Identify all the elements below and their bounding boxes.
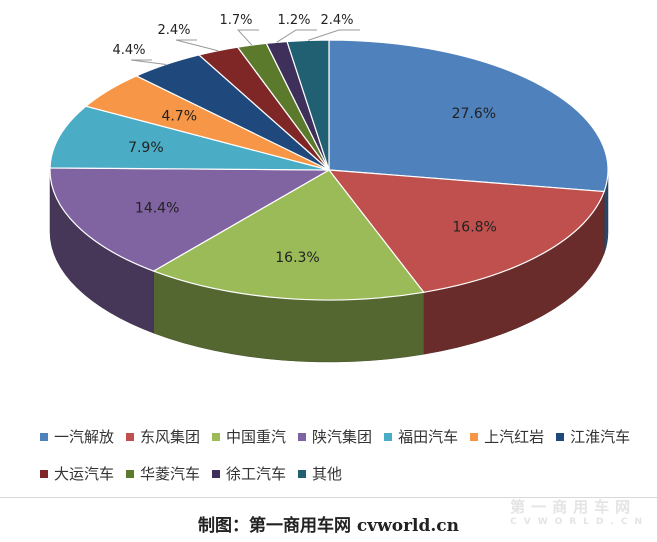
data-label-1: 16.8% — [452, 220, 496, 236]
pie-slice-1 — [327, 169, 605, 293]
chart-caption: 制图：第一商用车网 cvworld.cn — [197, 516, 460, 536]
data-label-9: 1.2% — [277, 13, 310, 28]
data-label-7: 2.4% — [157, 23, 190, 38]
legend-item: 大运汽车 — [40, 463, 114, 484]
legend-label: 徐工汽车 — [226, 465, 287, 483]
legend-swatch — [470, 432, 479, 441]
leader-line-7 — [175, 39, 219, 52]
legend-item: 一汽解放 — [40, 426, 114, 447]
legend-label: 大运汽车 — [54, 465, 115, 483]
divider — [0, 497, 657, 498]
chart-legend: 一汽解放 东风集团 中国重汽 陕汽集团 福田汽车 上汽红岩 江淮汽车大运汽车 华菱汽车 徐工汽车… — [40, 426, 640, 484]
legend-label: 江淮汽车 — [570, 428, 631, 446]
legend-label: 中国重汽 — [226, 428, 287, 446]
legend-swatch — [384, 432, 393, 441]
legend-swatch — [298, 469, 307, 478]
leader-line-6 — [130, 59, 167, 65]
legend-item: 徐工汽车 — [212, 463, 286, 484]
legend-item: 陕汽集团 — [298, 426, 372, 447]
legend-swatch — [40, 469, 48, 478]
legend-item: 东风集团 — [126, 426, 200, 447]
legend-label: 其他 — [312, 465, 343, 483]
legend-swatch — [212, 469, 221, 478]
legend-swatch — [556, 432, 565, 441]
legend-label: 福田汽车 — [398, 428, 459, 446]
data-label-4: 7.9% — [128, 140, 164, 156]
data-label-3: 14.4% — [135, 200, 179, 216]
legend-item: 其他 — [298, 463, 342, 484]
legend-item: 江淮汽车 — [556, 426, 630, 447]
data-label-5: 4.7% — [161, 109, 197, 125]
legend-label: 东风集团 — [140, 428, 201, 446]
legend-label: 上汽红岩 — [484, 428, 545, 446]
watermark-logo: 第一商用车网 CVWORLD.CN — [510, 496, 649, 527]
legend-swatch — [126, 432, 135, 441]
data-label-6: 4.4% — [112, 43, 145, 58]
legend-label: 华菱汽车 — [140, 465, 201, 483]
legend-swatch — [126, 469, 135, 478]
data-label-10: 2.4% — [320, 13, 353, 28]
legend-item: 华菱汽车 — [126, 463, 200, 484]
pie-top — [49, 39, 609, 301]
leader-line-10 — [307, 29, 360, 41]
pie-sides — [49, 169, 609, 363]
legend-swatch — [212, 432, 221, 441]
pie-slice-3 — [49, 167, 332, 272]
watermark-main: 第一商用车网 — [510, 498, 637, 516]
pie-slice-0 — [328, 39, 609, 193]
pie-slice-4 — [49, 105, 330, 171]
pie-slice-2 — [152, 169, 425, 301]
leader-line-8 — [236, 29, 259, 46]
legend-label: 一汽解放 — [54, 428, 115, 446]
pie-chart: 27.6% 16.8% 16.3% 14.4% 7.9% 4.7% 4.4% 2.4% 1.7%… — [49, 13, 609, 363]
watermark-sub: CVWORLD.CN — [510, 517, 649, 527]
legend-item: 上汽红岩 — [470, 426, 544, 447]
legend-swatch — [298, 432, 307, 441]
leader-line-9 — [276, 29, 317, 43]
legend-label: 陕汽集团 — [312, 428, 373, 446]
pie-labels: 27.6% 16.8% 16.3% 14.4% 7.9% 4.7% 4.4% 2.4% 1.7%… — [112, 13, 496, 266]
data-label-8: 1.7% — [219, 13, 252, 28]
legend-item: 福田汽车 — [384, 426, 458, 447]
data-label-2: 16.3% — [275, 250, 319, 266]
data-label-0: 27.6% — [452, 106, 496, 122]
legend-swatch — [40, 432, 48, 441]
legend-item: 中国重汽 — [212, 426, 286, 447]
